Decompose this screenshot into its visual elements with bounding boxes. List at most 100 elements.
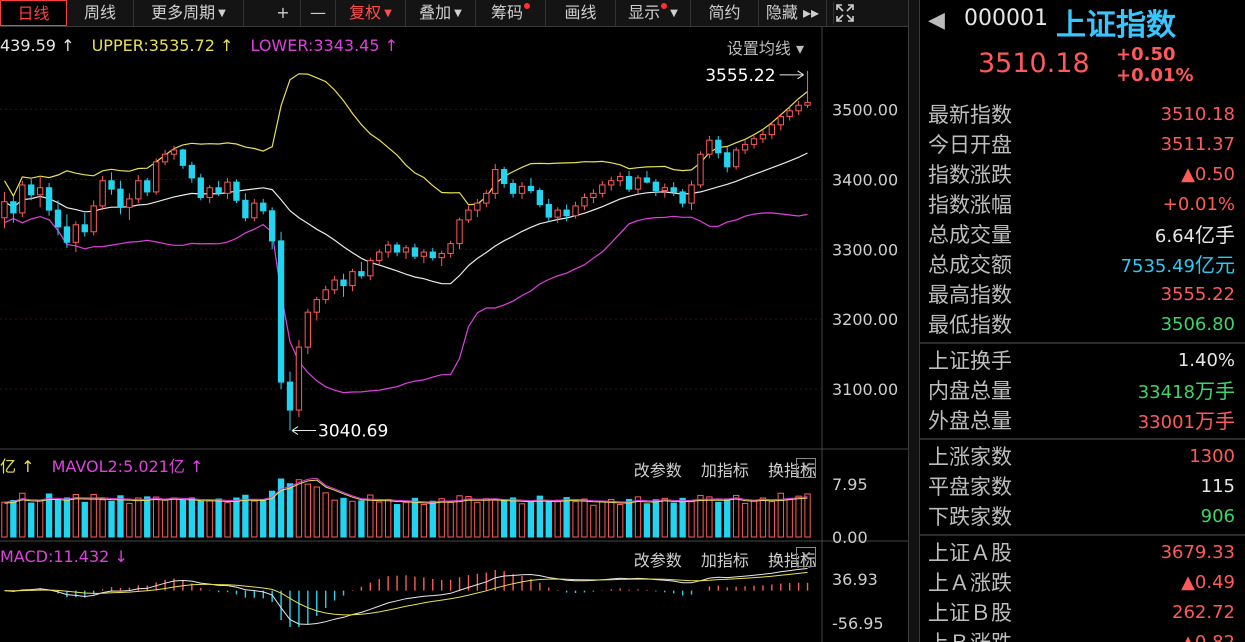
volume-bar xyxy=(28,502,35,538)
candle-body xyxy=(331,279,338,291)
zoom-out-button[interactable]: — xyxy=(301,0,336,26)
candle-body xyxy=(608,180,615,186)
stat-label: 下跌家数 xyxy=(928,505,1012,529)
candle-body xyxy=(197,177,204,199)
tab-weekly[interactable]: 周线 xyxy=(67,0,134,26)
add-indicator-button[interactable]: 加指标 xyxy=(700,551,749,570)
overlay-menu[interactable]: 叠加 ▼ xyxy=(406,0,476,26)
candle-body xyxy=(741,143,749,151)
volume-bar xyxy=(402,501,410,538)
candle-body xyxy=(36,187,44,196)
stat-label: 上证Ｂ股 xyxy=(928,601,1012,625)
volume-bar xyxy=(304,483,312,538)
close-icon[interactable]: ✕ xyxy=(796,458,816,478)
volume-bar xyxy=(545,501,552,538)
dif-line xyxy=(4,568,808,625)
candle-body xyxy=(393,244,401,253)
stat-value: 262.72 xyxy=(1172,598,1235,628)
divider xyxy=(920,342,1245,344)
volume-bar xyxy=(233,497,240,538)
stat-label: 平盘家数 xyxy=(928,475,1012,499)
candle-body xyxy=(768,124,776,136)
close-icon[interactable]: ✕ xyxy=(796,547,816,567)
volume-bar xyxy=(634,496,642,538)
candle-body xyxy=(777,115,784,126)
chips-button[interactable]: 筹码 xyxy=(476,0,546,26)
volume-bar xyxy=(277,478,285,538)
stat-value: ▲0.82 xyxy=(1181,628,1235,642)
draw-line-button[interactable]: 画线 xyxy=(546,0,616,26)
volume-bar xyxy=(518,503,526,538)
toolbar-label: 显示 xyxy=(628,3,661,22)
stat-label: 指数涨幅 xyxy=(928,193,1012,217)
candle-body xyxy=(732,149,740,168)
vol-value: 亿 ↑ xyxy=(0,457,35,476)
change-params-button[interactable]: 改参数 xyxy=(633,551,682,570)
candle-body xyxy=(260,202,267,212)
volume-bar xyxy=(126,502,133,538)
stat-label: 今日开盘 xyxy=(928,133,1012,157)
candle-body xyxy=(590,192,597,199)
tab-daily[interactable]: 日线 xyxy=(0,0,67,26)
stat-row: 指数涨幅 +0.01% xyxy=(920,190,1245,220)
candle-body xyxy=(429,251,436,259)
volume-bar xyxy=(367,494,374,538)
volume-bar xyxy=(420,504,428,538)
switch-indicator-button[interactable]: 换指标 xyxy=(767,551,816,570)
fullscreen-icon[interactable] xyxy=(833,2,857,24)
candle-body xyxy=(795,104,802,112)
set-ma-button[interactable]: 设置均线 ▾ xyxy=(726,39,804,58)
chevron-left-icon[interactable]: ◀ xyxy=(928,8,945,33)
candle-body xyxy=(54,209,62,228)
switch-indicator-button[interactable]: 换指标 xyxy=(767,461,816,480)
adjust-menu[interactable]: 复权 ▼ xyxy=(336,0,406,26)
add-indicator-button[interactable]: 加指标 xyxy=(700,461,749,480)
stat-label: 外盘总量 xyxy=(928,409,1012,433)
volume-bar xyxy=(152,496,160,538)
hide-button[interactable]: 隐藏 ▸▸ xyxy=(759,0,827,26)
stat-value: +0.01% xyxy=(1163,190,1235,220)
volume-tick-label: 0.00 xyxy=(832,528,868,547)
notification-dot-icon xyxy=(661,3,668,9)
volume-bar xyxy=(715,501,722,538)
stats-table: 最新指数 3510.18 今日开盘 3511.37 指数涨跌 ▲0.50 指数涨幅 +0.01… xyxy=(920,100,1245,642)
candle-body xyxy=(242,199,249,219)
display-menu[interactable]: 显示 ▼ xyxy=(616,0,691,26)
volume-bar xyxy=(652,499,660,538)
simple-mode-button[interactable]: 简约 xyxy=(691,0,759,26)
candle-body xyxy=(411,247,419,257)
volume-tick-label: 7.95 xyxy=(832,475,868,494)
candle-body xyxy=(483,192,490,204)
stat-row: 总成交量 6.64亿手 xyxy=(920,220,1245,250)
zoom-in-button[interactable]: + xyxy=(266,0,301,26)
stat-value: 3679.33 xyxy=(1161,538,1235,568)
candle-body xyxy=(161,153,169,163)
stat-row: 指数涨跌 ▲0.50 xyxy=(920,160,1245,190)
stat-value: 1300 xyxy=(1189,442,1235,472)
more-periods-menu[interactable]: 更多周期 ▼ xyxy=(134,0,244,26)
stat-unit: 亿手 xyxy=(1195,223,1235,247)
candle-body xyxy=(643,177,651,183)
change-params-button[interactable]: 改参数 xyxy=(633,461,682,480)
panel-splitter[interactable] xyxy=(908,0,920,642)
kline-chart[interactable]: 3500.00 3400.00 3300.00 3200.00 3100.00 3555.… xyxy=(0,27,908,642)
volume-bar xyxy=(286,483,294,538)
candle-body xyxy=(518,185,526,194)
candle-body xyxy=(456,219,463,245)
mavol2-value: MAVOL2:5.021亿 ↑ xyxy=(51,457,204,476)
candle-body xyxy=(233,181,240,201)
stat-unit: 亿元 xyxy=(1195,253,1235,277)
stat-unit: 万手 xyxy=(1195,379,1235,403)
volume-bar xyxy=(45,493,53,538)
toolbar-label: + xyxy=(276,3,290,22)
change-percent: +0.01% xyxy=(1116,65,1194,86)
y-tick-label: 3100.00 xyxy=(832,380,898,399)
y-tick-label: 3400.00 xyxy=(832,170,898,189)
stat-value: 3510.18 xyxy=(1161,100,1235,130)
volume-bar xyxy=(99,499,106,538)
volume-bar xyxy=(581,498,588,538)
arrow-left-icon xyxy=(291,426,299,435)
toolbar-label: — xyxy=(310,3,326,22)
candle-body xyxy=(652,181,660,192)
candle-body xyxy=(688,184,695,204)
